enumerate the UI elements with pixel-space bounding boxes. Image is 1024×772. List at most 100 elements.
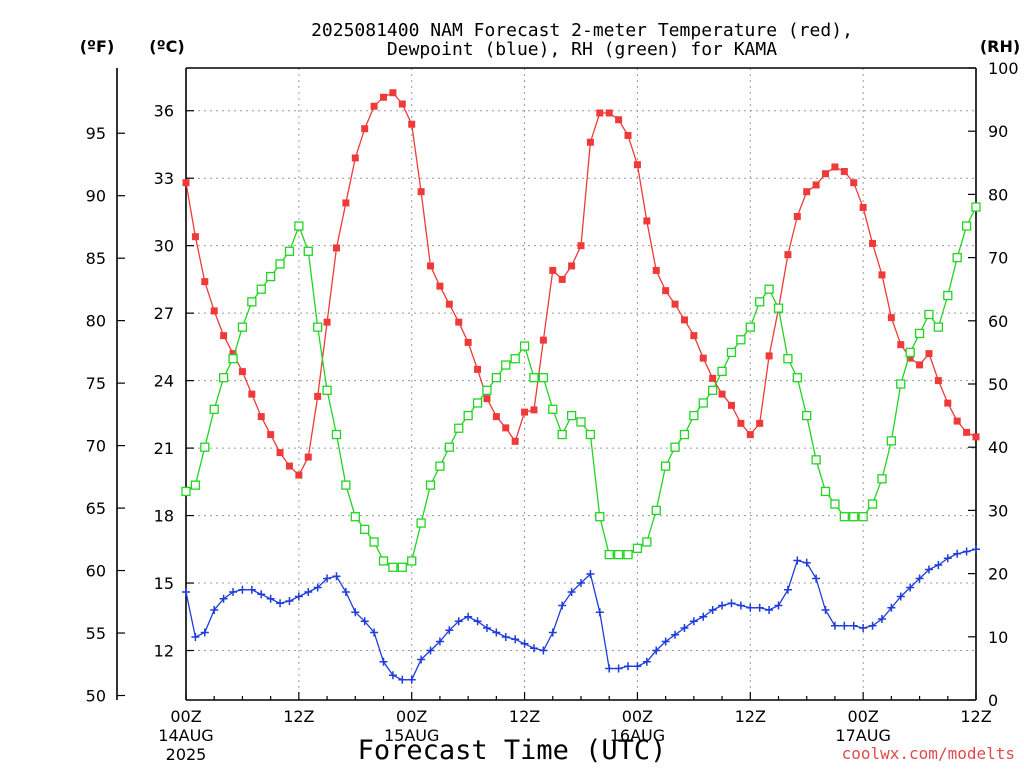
celsius-tick-label: 21 [154,439,174,458]
temperature-point [577,242,585,250]
dewpoint-point [774,601,783,610]
rh-tick-label: 50 [988,375,1008,394]
temperature-point [361,125,369,133]
temperature-point [633,161,641,169]
temperature-point [652,266,660,274]
temperature-point [822,170,830,178]
x-tick-label: 12Z [960,707,991,726]
dewpoint-point [492,628,501,637]
dewpoint-point [812,574,821,583]
x-tick-label: 00Z [170,707,201,726]
temperature-point [229,350,237,358]
dewpoint-point [379,657,388,666]
chart-title-line1: 2025081400 NAM Forecast 2-meter Temperat… [311,20,853,41]
rh-point [341,480,351,490]
temperature-point [840,167,848,175]
rh-point [360,524,370,535]
temperature-point [201,278,209,286]
temperature-point [944,399,952,407]
dewpoint-point [445,626,454,635]
temperature-point [906,354,914,362]
dewpoint-line [185,548,977,681]
temperature-point [916,361,924,369]
x-tick-label: 00Z [622,707,653,726]
rh-point [670,442,680,452]
rh-point [764,284,774,294]
rh-tick-label: 0 [988,691,998,710]
celsius-tick-label: 24 [154,372,174,391]
rh-point [397,562,407,572]
dewpoint-point [548,628,557,637]
temperature-point [445,300,453,308]
dewpoint-point [586,570,595,579]
temperature-point [709,374,717,382]
dewpoint-point [567,588,576,597]
rh-point [783,354,793,364]
dewpoint-point [661,637,670,646]
dewpoint-point [294,592,303,601]
temperature-point [897,341,905,349]
rh-point [190,480,201,490]
rh-point [303,246,313,256]
temperature-point [549,266,557,274]
rh-point [971,202,981,212]
dewpoint-point [906,583,915,592]
dewpoint-point [765,606,774,615]
temperature-point [746,431,754,439]
x-tick-label: 12Z [283,707,314,726]
temperature-point [765,352,773,360]
temperature-point [427,262,435,270]
rh-point [538,373,549,383]
temperature-point [267,431,275,439]
dewpoint-point [577,579,585,588]
temperature-point [502,424,510,432]
y-right-unit-label: (RH) [980,37,1020,56]
series-dewpoint [182,545,980,684]
rh-point [849,512,859,522]
rh-point [896,379,906,389]
temperature-point [586,138,594,146]
x-tick-label: 00Z [396,707,427,726]
temperature-point [220,332,228,340]
temperature-point [690,332,698,340]
dewpoint-point [341,588,350,597]
rh-point [313,322,323,332]
temperature-point [285,462,293,470]
rh-point [181,486,191,497]
fahrenheit-tick-label: 90 [86,187,106,206]
rh-point [595,512,605,522]
dewpoint-point [539,646,548,655]
dewpoint-point [849,621,858,630]
rh-point [773,303,784,313]
temperature-point [615,116,623,124]
series-rh [181,202,981,572]
rh-point [708,385,718,395]
rh-tick-label: 80 [988,185,1008,204]
temperature-point [191,233,199,241]
temperature-point [953,417,961,425]
dewpoint-point [642,657,651,666]
temperature-point [370,102,378,110]
temperature-point [737,419,745,427]
temperature-point [304,453,312,461]
rh-point [294,221,304,231]
dewpoint-point [972,545,980,554]
temperature-point [972,433,980,441]
temperature-point [558,275,566,283]
rh-tick-label: 100 [988,59,1019,78]
dewpoint-point [595,608,604,617]
x-tick-label: 12Z [509,707,540,726]
temperature-point [210,307,218,315]
fahrenheit-tick-label: 85 [86,249,106,268]
rh-point [961,221,972,231]
dewpoint-point [802,558,811,567]
temperature-point [671,300,679,308]
rh-tick-label: 40 [988,438,1008,457]
rh-point [736,335,746,345]
temperature-point [389,89,397,97]
dewpoint-point [896,592,905,601]
rh-point [839,512,849,522]
rh-tick-label: 10 [988,628,1008,647]
temperature-point [417,188,425,196]
rh-point [651,505,661,516]
